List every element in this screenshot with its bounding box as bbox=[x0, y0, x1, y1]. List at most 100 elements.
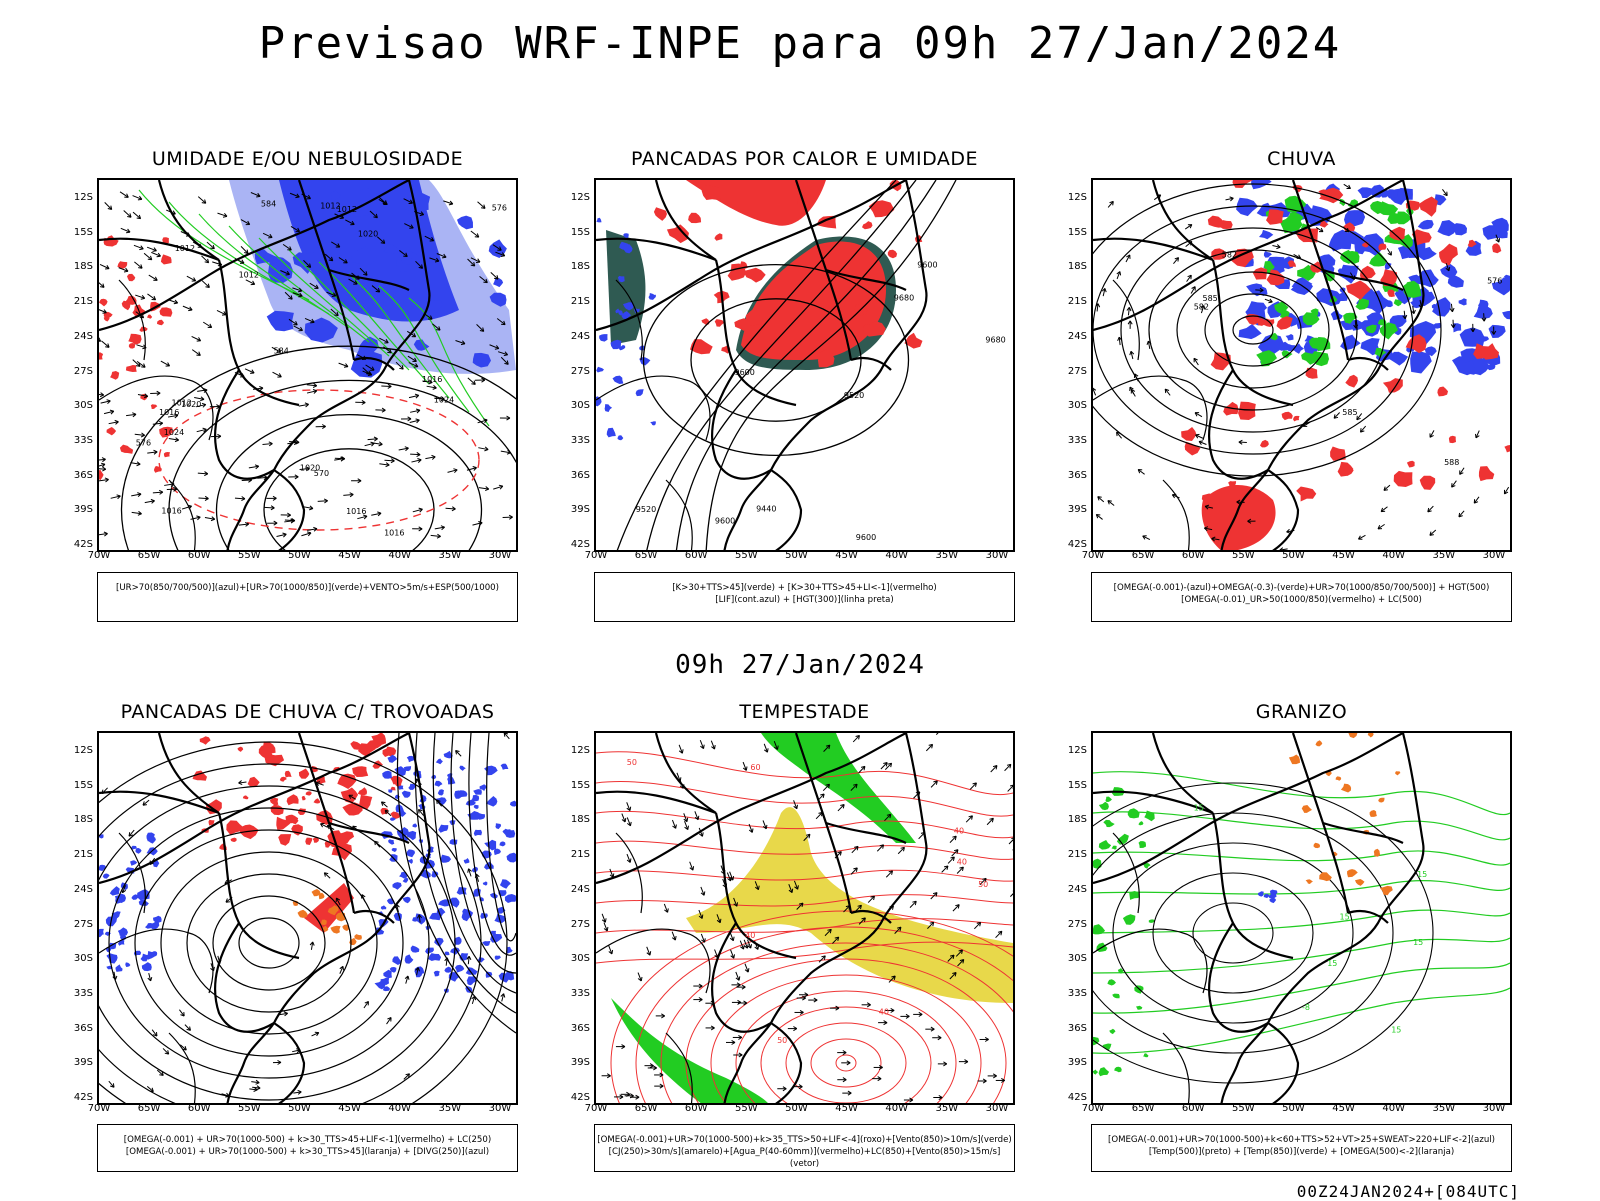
latitude-tick-label: 42S bbox=[1059, 539, 1087, 550]
latitude-tick-label: 18S bbox=[562, 814, 590, 825]
contour-label: 1016 bbox=[384, 528, 404, 537]
thickness-contour bbox=[129, 343, 135, 349]
contour-label: 50 bbox=[777, 1036, 787, 1045]
latitude-tick-label: 21S bbox=[65, 849, 93, 860]
contour-label: 1012 bbox=[337, 205, 357, 214]
longitude-tick-label: 55W bbox=[231, 1103, 267, 1114]
thunderstorm-area bbox=[243, 795, 249, 799]
contour-label: 15 bbox=[1194, 804, 1204, 813]
omega-humid-area bbox=[1296, 487, 1316, 502]
temp-850-contour bbox=[1099, 1067, 1110, 1076]
divergence-contour bbox=[440, 855, 451, 863]
thunderstorm-area bbox=[306, 791, 312, 795]
longitude-tick-label: 50W bbox=[1275, 1103, 1311, 1114]
instability-li-area bbox=[714, 233, 722, 241]
longitude-tick-label: 65W bbox=[628, 550, 664, 561]
legend-line: [Temp(500)](preto) + [Temp(850)](verde) … bbox=[1092, 1146, 1511, 1158]
divergence-contour bbox=[473, 789, 482, 795]
omega-humid-area bbox=[1420, 476, 1436, 490]
contour-label: 9520 bbox=[844, 391, 864, 400]
political-border bbox=[1209, 923, 1268, 1032]
divergence-contour bbox=[500, 879, 511, 888]
lif-contour bbox=[618, 435, 624, 440]
omega-500-area bbox=[1370, 810, 1377, 817]
contour-label: 60 bbox=[750, 763, 760, 772]
divergence-contour bbox=[501, 764, 509, 770]
thickness-contour bbox=[128, 334, 141, 345]
latitude-tick-label: 15S bbox=[65, 780, 93, 791]
latitude-tick-label: 30S bbox=[1059, 400, 1087, 411]
temp-850-contour bbox=[1093, 1070, 1098, 1075]
contour-label: 1016 bbox=[161, 507, 181, 516]
lif-contour bbox=[613, 376, 624, 384]
humidity-area bbox=[267, 311, 294, 331]
divergence-contour bbox=[472, 795, 479, 802]
instability-li-area bbox=[888, 250, 897, 258]
divergence-contour bbox=[495, 823, 501, 829]
longitude-tick-label: 70W bbox=[81, 1103, 117, 1114]
longitude-tick-label: 60W bbox=[678, 550, 714, 561]
divergence-contour bbox=[110, 886, 120, 896]
divergence-contour bbox=[474, 805, 479, 809]
omega-area bbox=[1410, 352, 1432, 374]
legend-box-umidade: [UR>70(850/700/500)](azul)+[UR>70(1000/8… bbox=[97, 572, 518, 622]
humidity-area bbox=[457, 216, 473, 230]
divergence-contour bbox=[392, 848, 397, 852]
omega-humid-area bbox=[1492, 243, 1501, 253]
divergence-contour bbox=[406, 849, 415, 857]
longitude-tick-label: 65W bbox=[131, 550, 167, 561]
divergence-contour bbox=[147, 833, 156, 842]
longitude-tick-label: 70W bbox=[1075, 550, 1111, 561]
divergence-contour bbox=[130, 860, 137, 865]
divergence-contour bbox=[395, 795, 400, 799]
humidity-area bbox=[493, 278, 503, 287]
divergence-contour bbox=[381, 905, 387, 909]
latitude-tick-label: 33S bbox=[1059, 435, 1087, 446]
political-border bbox=[1093, 239, 1213, 260]
divergence-contour bbox=[474, 830, 482, 836]
map-canvas bbox=[99, 733, 516, 1103]
omega-humid-area bbox=[1345, 375, 1358, 388]
thunderstorm-area bbox=[350, 741, 362, 750]
latitude-tick-label: 39S bbox=[65, 1057, 93, 1068]
omega-humid-area bbox=[1260, 440, 1269, 448]
state-border bbox=[1113, 833, 1139, 913]
state-border bbox=[1163, 480, 1189, 550]
lif-contour bbox=[596, 367, 604, 373]
longitude-tick-label: 40W bbox=[1376, 550, 1412, 561]
latitude-tick-label: 21S bbox=[1059, 849, 1087, 860]
longitude-tick-label: 35W bbox=[929, 550, 965, 561]
longitude-tick-label: 60W bbox=[181, 550, 217, 561]
omega-500-area bbox=[1313, 843, 1320, 848]
longitude-tick-label: 40W bbox=[879, 1103, 915, 1114]
thickness-contour bbox=[161, 254, 172, 264]
divergence-contour bbox=[402, 791, 411, 798]
longitude-tick-label: 55W bbox=[231, 550, 267, 561]
longitude-tick-label: 65W bbox=[1125, 1103, 1161, 1114]
legend-box-tempestade: [OMEGA(-0.001)+UR>70(1000-500)+k>35_TTS>… bbox=[594, 1124, 1015, 1172]
lif-contour bbox=[607, 428, 616, 438]
omega-humid-area bbox=[1338, 462, 1354, 477]
latitude-tick-label: 33S bbox=[562, 988, 590, 999]
thickness-contour bbox=[127, 274, 135, 281]
contour-label: 588 bbox=[1444, 458, 1459, 467]
run-info-footer: 00Z24JAN2024+[084UTC] bbox=[1297, 1182, 1520, 1201]
forecast-time-label: 09h 27/Jan/2024 bbox=[0, 650, 1600, 680]
longitude-tick-label: 45W bbox=[332, 550, 368, 561]
latitude-tick-label: 15S bbox=[1059, 227, 1087, 238]
divergence-contour bbox=[145, 923, 154, 929]
lif-contour bbox=[596, 218, 601, 223]
latitude-tick-label: 12S bbox=[1059, 745, 1087, 756]
thickness-contour bbox=[110, 371, 119, 380]
omega-500-area bbox=[1355, 879, 1365, 886]
contour-label: 1024 bbox=[164, 428, 184, 437]
omega-500-area bbox=[1347, 869, 1358, 877]
longitude-tick-label: 60W bbox=[181, 1103, 217, 1114]
latitude-tick-label: 12S bbox=[65, 192, 93, 203]
omega-humid-area bbox=[1449, 436, 1456, 443]
latitude-tick-label: 24S bbox=[562, 331, 590, 342]
latitude-tick-label: 39S bbox=[1059, 1057, 1087, 1068]
contour-label: 1020 bbox=[300, 464, 320, 473]
longitude-tick-label: 35W bbox=[432, 550, 468, 561]
divergence-contour bbox=[435, 781, 443, 787]
